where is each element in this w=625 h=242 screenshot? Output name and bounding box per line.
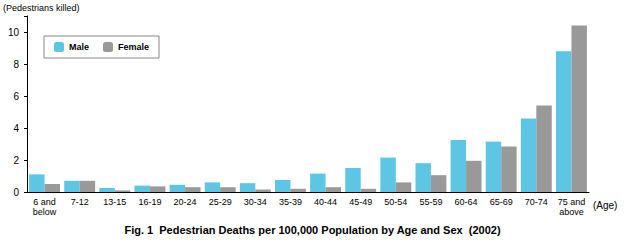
svg-text:65-69: 65-69 xyxy=(490,197,513,207)
svg-text:(Pedestrians killed): (Pedestrians killed) xyxy=(3,3,80,13)
svg-text:above: above xyxy=(559,207,584,217)
svg-text:13-15: 13-15 xyxy=(103,197,126,207)
svg-text:Male: Male xyxy=(69,42,89,52)
svg-text:4: 4 xyxy=(13,123,19,134)
svg-text:60-64: 60-64 xyxy=(455,197,478,207)
svg-text:(Age): (Age) xyxy=(593,200,617,211)
svg-text:70-74: 70-74 xyxy=(525,197,548,207)
svg-text:25-29: 25-29 xyxy=(209,197,232,207)
svg-text:10: 10 xyxy=(8,27,20,38)
svg-text:55-59: 55-59 xyxy=(419,197,442,207)
svg-text:6: 6 xyxy=(13,91,19,102)
svg-text:6 and: 6 and xyxy=(33,197,56,207)
svg-text:20-24: 20-24 xyxy=(174,197,197,207)
svg-text:2: 2 xyxy=(13,155,19,166)
svg-text:30-34: 30-34 xyxy=(244,197,267,207)
svg-text:75 and: 75 and xyxy=(558,197,586,207)
svg-text:50-54: 50-54 xyxy=(384,197,407,207)
svg-text:16-19: 16-19 xyxy=(138,197,161,207)
svg-text:Fig. 1 Pedestrian Deaths per: Fig. 1 Pedestrian Deaths per 100,000 Pop… xyxy=(124,224,501,236)
svg-text:40-44: 40-44 xyxy=(314,197,337,207)
svg-text:0: 0 xyxy=(13,187,19,198)
svg-text:35-39: 35-39 xyxy=(279,197,302,207)
svg-text:below: below xyxy=(33,207,57,217)
svg-text:8: 8 xyxy=(13,59,19,70)
svg-text:7-12: 7-12 xyxy=(71,197,89,207)
svg-text:Female: Female xyxy=(118,42,149,52)
svg-text:45-49: 45-49 xyxy=(349,197,372,207)
